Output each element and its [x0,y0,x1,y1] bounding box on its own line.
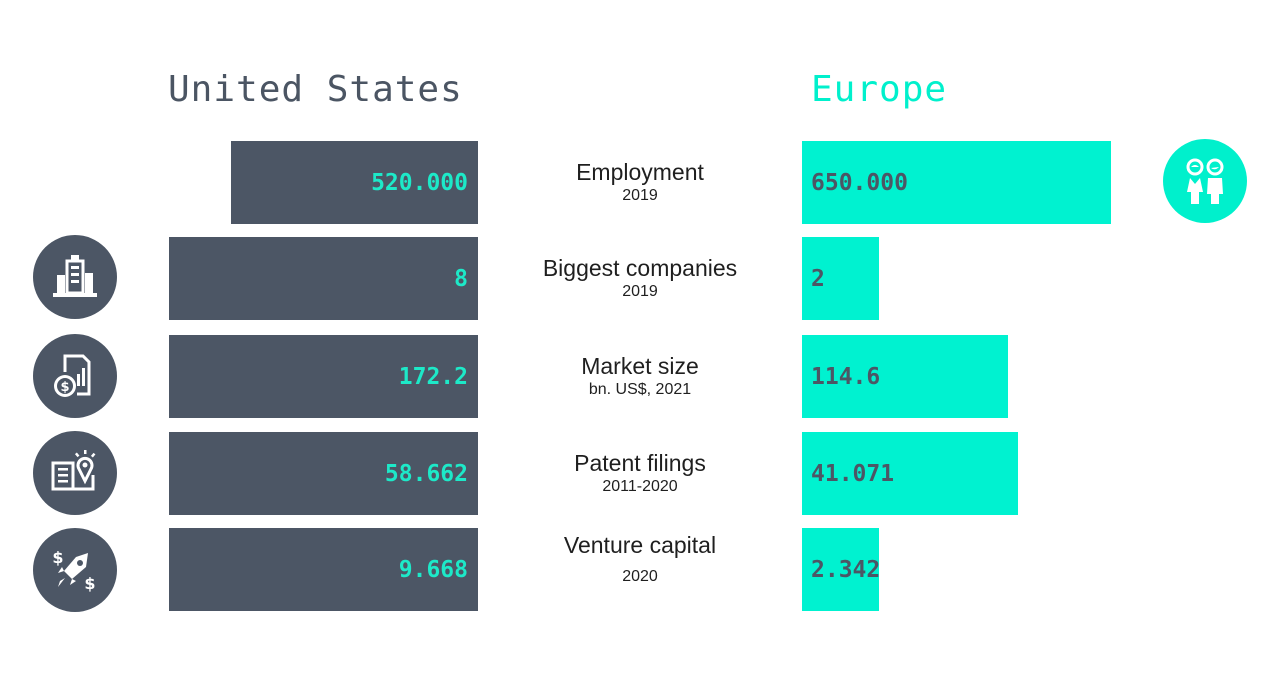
eu-bar-market-size: 114.6 [802,335,1008,418]
eu-value-label: 2.342 [811,556,881,583]
category-label: Market size bn. US$, 2021 [510,352,770,400]
category-subtitle: 2011-2020 [602,478,678,495]
eu-bar-patent-filings: 41.071 [802,432,1018,515]
us-bar-venture-capital: 9.668 [169,528,478,611]
category-name: Biggest companies [542,255,738,281]
eu-value-label: 2 [811,265,825,292]
eu-value-label: 41.071 [811,460,895,487]
buildings-icon [33,235,117,319]
category-name: Employment [576,159,704,185]
category-label: Employment 2019 [510,158,770,206]
category-subtitle: 2019 [622,283,658,300]
category-subtitle: 2019 [622,187,658,204]
category-name: Market size [581,353,699,379]
europe-header: Europe [811,69,948,110]
svg-text:$: $ [52,548,63,567]
us-value-label: 8 [454,265,468,292]
eu-bar-venture-capital: 2.342 [802,528,881,611]
us-value-label: 58.662 [384,460,468,487]
book-idea-icon [33,431,117,515]
money-chart-icon: $ [33,334,117,418]
svg-text:$: $ [84,574,95,593]
category-name: Patent filings [574,450,706,476]
category-name: Venture capital [563,532,717,558]
rocket-money-icon: $ $ [33,528,117,612]
united-states-header: United States [168,69,463,110]
us-bar-market-size: 172.2 [169,335,478,418]
category-subtitle: 2020 [622,568,658,585]
us-value-label: 520.000 [371,169,468,196]
category-label: Patent filings 2011-2020 [510,449,770,497]
us-value-label: 172.2 [398,363,468,390]
eu-value-label: 650.000 [811,169,908,196]
svg-text:$: $ [60,380,69,395]
employment-people-icon [1163,139,1247,223]
us-bar-patent-filings: 58.662 [169,432,478,515]
eu-value-label: 114.6 [811,363,881,390]
us-bar-biggest-companies: 8 [169,237,478,320]
category-label: Venture capital 2020 [510,531,770,587]
category-label: Biggest companies 2019 [510,254,770,302]
us-value-label: 9.668 [398,556,468,583]
eu-bar-employment: 650.000 [802,141,1111,224]
us-bar-employment: 520.000 [231,141,478,224]
eu-bar-biggest-companies: 2 [802,237,879,320]
category-subtitle: bn. US$, 2021 [588,381,692,398]
